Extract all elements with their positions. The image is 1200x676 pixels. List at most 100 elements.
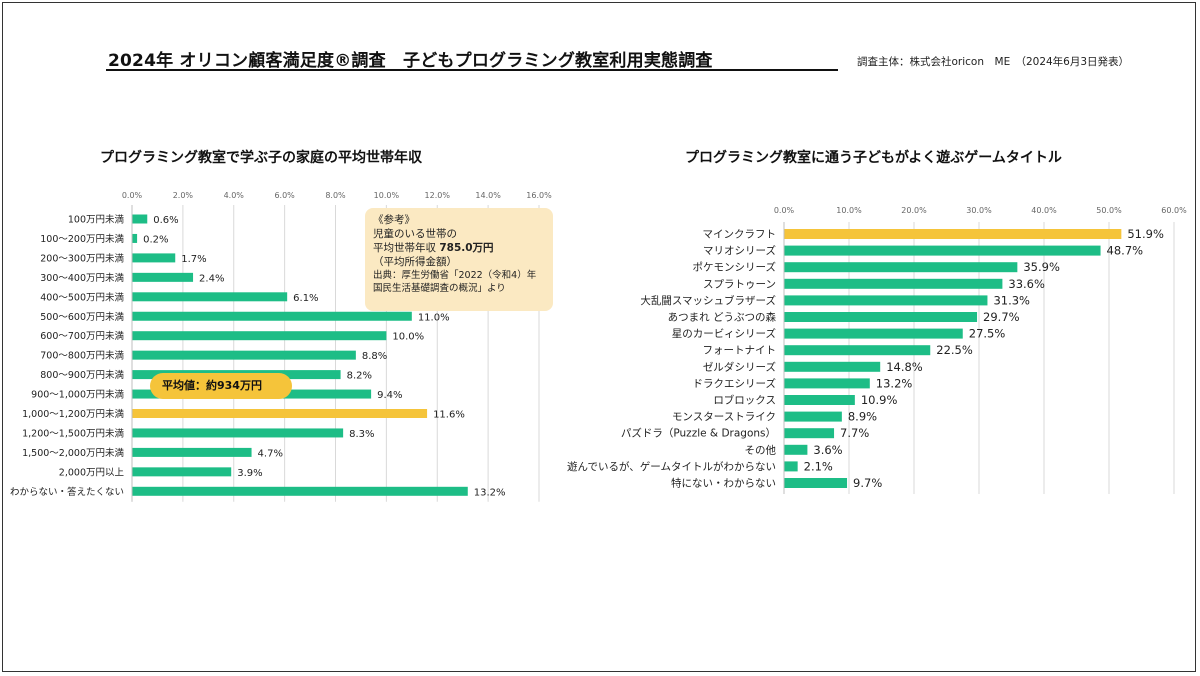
income-category-label: わからない・答えたくない [10, 486, 124, 498]
reference-source1: 出典：厚生労働省「2022（令和4）年 [373, 270, 537, 281]
reference-source2: 国民生活基礎調査の概況」より [373, 283, 506, 294]
income-category-label: 700～800万円未満 [40, 350, 124, 362]
game-bar [784, 361, 881, 372]
income-category-label: 300～400万円未満 [40, 272, 124, 284]
income-bar [132, 214, 148, 224]
game-value-label: 33.6% [1008, 277, 1045, 291]
income-category-label: 1,500～2,000万円未満 [22, 447, 124, 459]
game-bar [784, 428, 835, 439]
game-value-label: 9.7% [853, 476, 882, 490]
game-value-label: 29.7% [983, 310, 1020, 324]
income-category-label: 1,000～1,200万円未満 [22, 408, 124, 420]
game-category-label: その他 [745, 443, 777, 456]
income-bar [132, 233, 138, 243]
income-value-label: 0.2% [143, 234, 168, 245]
game-category-label: 遊んでいるが、ゲームタイトルがわからない [567, 460, 776, 473]
game-value-label: 48.7% [1107, 244, 1144, 258]
income-bar [132, 447, 252, 457]
game-category-label: 特にない・わからない [671, 478, 776, 490]
income-chart-title: プログラミング教室で学ぶ子の家庭の平均世帯年収 [100, 150, 422, 166]
income-tick-label: 14.0% [475, 191, 501, 200]
game-bar [784, 278, 1003, 289]
game-category-label: 星のカービィシリーズ [672, 327, 776, 340]
game-value-label: 14.8% [886, 360, 923, 374]
game-bar [784, 478, 848, 488]
game-bar [784, 229, 1122, 239]
income-tick-label: 6.0% [274, 191, 295, 200]
income-tick-label: 0.0% [122, 191, 143, 200]
game-category-label: ゼルダシリーズ [703, 360, 776, 373]
page-title: 2024年 オリコン顧客満足度®調査 子どもプログラミング教室利用実態調査 [108, 51, 713, 71]
income-value-label: 8.8% [362, 351, 387, 362]
income-value-label: 8.3% [349, 429, 374, 440]
game-category-label: パズドラ（Puzzle & Dragons） [621, 427, 776, 440]
income-category-label: 500～600万円未満 [40, 311, 124, 323]
game-value-label: 3.6% [813, 443, 842, 457]
income-tick-label: 2.0% [173, 191, 194, 200]
game-bar [784, 411, 842, 422]
income-value-label: 3.9% [237, 468, 262, 479]
game-category-label: ポケモンシリーズ [693, 261, 776, 274]
game-tick-label: 20.0% [901, 206, 927, 215]
income-tick-label: 4.0% [224, 191, 245, 200]
income-value-label: 1.7% [181, 254, 206, 265]
income-bar [132, 486, 468, 496]
game-value-label: 7.7% [840, 426, 869, 440]
game-category-label: ドラクエシリーズ [693, 377, 776, 390]
income-tick-label: 8.0% [325, 191, 346, 200]
game-bar [784, 378, 870, 389]
game-category-label: フォートナイト [703, 345, 777, 357]
game-value-label: 2.1% [804, 459, 833, 473]
income-value-label: 10.0% [392, 332, 424, 343]
income-bar [132, 428, 344, 438]
income-category-label: 100万円未満 [68, 214, 125, 226]
income-bar [132, 253, 176, 263]
game-tick-label: 10.0% [836, 206, 862, 215]
game-chart-title: プログラミング教室に通う子どもがよく遊ぶゲームタイトル [685, 150, 1062, 166]
income-category-label: 200～300万円未満 [40, 252, 124, 264]
income-value-label: 0.6% [153, 215, 178, 226]
reference-line2: 平均世帯年収 785.0万円 [373, 241, 545, 255]
income-value-label: 8.2% [347, 371, 372, 382]
income-bar [132, 409, 428, 418]
income-value-label: 4.7% [258, 448, 283, 459]
income-tick-label: 12.0% [425, 191, 451, 200]
income-category-label: 2,000万円以上 [59, 467, 125, 478]
game-tick-label: 0.0% [774, 206, 795, 215]
income-category-label: 900～1,000万円未満 [31, 389, 124, 401]
income-value-label: 11.6% [433, 410, 465, 421]
income-bar [132, 311, 412, 321]
income-bar [132, 292, 288, 302]
reference-line2-label: 平均世帯年収 [373, 242, 436, 254]
average-bubble: 平均値：約934万円 [150, 373, 292, 399]
game-bar [784, 312, 978, 322]
income-bar [132, 331, 387, 341]
income-value-label: 2.4% [199, 273, 224, 284]
game-bar [784, 245, 1101, 256]
income-value-label: 13.2% [474, 487, 506, 498]
reference-average-value: 785.0万円 [439, 242, 494, 254]
game-category-label: マリオシリーズ [703, 244, 776, 257]
game-value-label: 27.5% [969, 327, 1006, 341]
income-bar [132, 272, 194, 282]
game-bar [784, 262, 1018, 273]
game-bar [784, 295, 988, 306]
game-bar [784, 328, 963, 339]
game-category-label: 大乱闘スマッシュブラザーズ [640, 294, 776, 307]
income-tick-label: 16.0% [526, 191, 552, 200]
game-bar [784, 461, 798, 472]
reference-line1: 児童のいる世帯の [373, 228, 457, 240]
reference-line3: （平均所得金額） [373, 256, 457, 268]
game-tick-label: 30.0% [966, 206, 992, 215]
game-category-label: マインクラフト [703, 229, 777, 241]
game-category-label: スプラトゥーン [703, 278, 776, 290]
income-category-label: 600～700万円未満 [40, 330, 124, 342]
game-value-label: 8.9% [848, 410, 877, 424]
game-value-label: 35.9% [1023, 260, 1060, 274]
game-category-label: ロブロックス [713, 394, 776, 407]
reference-heading: 《参考》 [373, 214, 415, 226]
game-bar [784, 345, 931, 356]
income-value-label: 9.4% [377, 390, 402, 401]
game-value-label: 13.2% [876, 376, 913, 390]
